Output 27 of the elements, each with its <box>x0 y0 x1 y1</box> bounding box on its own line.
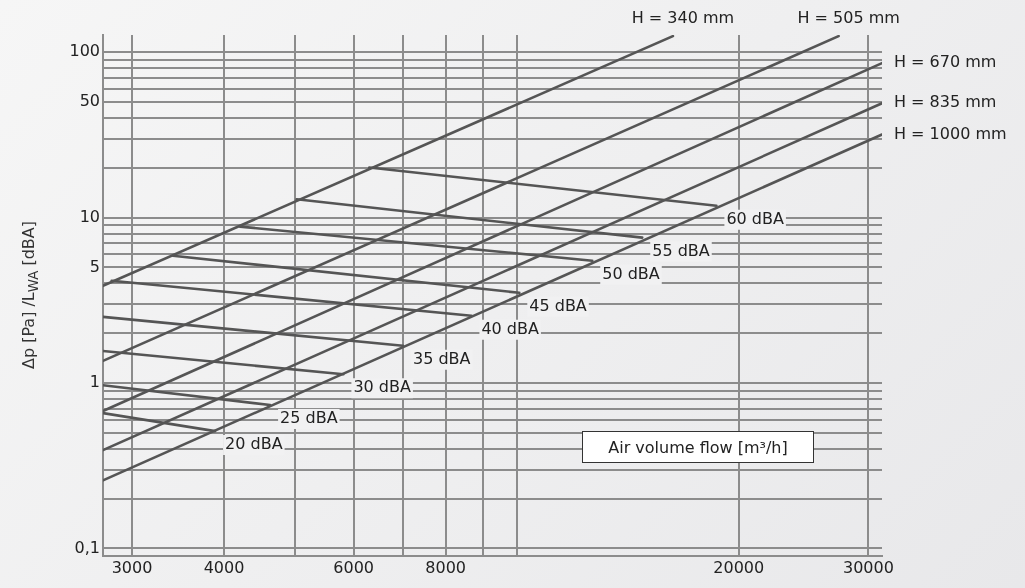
series-label: 25 dBA <box>280 408 338 428</box>
series-label: H = 670 mm <box>894 52 997 72</box>
series-label: 20 dBA <box>225 434 283 454</box>
x-tick-label: 20000 <box>713 557 765 577</box>
y-tick-label: 50 <box>79 91 100 111</box>
x-tick-label: 3000 <box>111 557 153 577</box>
series-label: 45 dBA <box>529 295 587 315</box>
y-tick-label: 0,1 <box>74 537 100 557</box>
x-tick-label: 30000 <box>842 557 894 577</box>
label-frame: Air volume flow [m³/h] <box>582 431 814 463</box>
y-tick-label: 5 <box>89 256 100 276</box>
series-label: 40 dBA <box>481 318 539 338</box>
series-label: 55 dBA <box>652 240 710 260</box>
series-label: 35 dBA <box>412 348 471 368</box>
y-tick-label: 1 <box>89 372 100 392</box>
series-label: 50 dBA <box>602 263 660 283</box>
y-tick-label: 100 <box>69 41 100 61</box>
series-label: H = 505 mm <box>797 8 900 28</box>
x-tick-label: 4000 <box>203 557 245 577</box>
series-label: H = 1000 mm <box>894 123 1007 143</box>
x-tick-label: 8000 <box>425 557 467 577</box>
y-tick-label: 10 <box>79 206 100 226</box>
series-label: H = 835 mm <box>894 92 997 112</box>
series-label: 30 dBA <box>353 377 411 397</box>
series-label: 60 dBA <box>726 208 784 228</box>
x-tick-label: 6000 <box>333 557 375 577</box>
series-label: H = 340 mm <box>631 8 735 28</box>
